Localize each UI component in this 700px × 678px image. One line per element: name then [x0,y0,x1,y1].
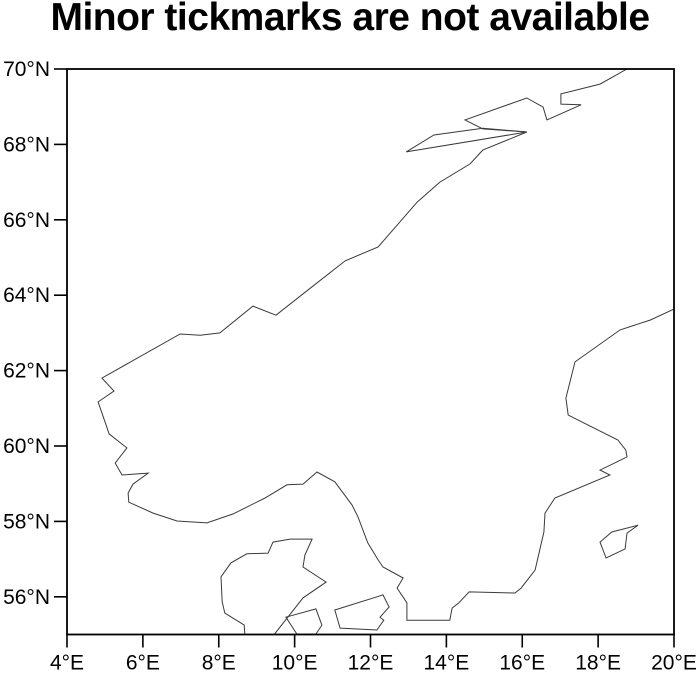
x-tick-label: 14°E [423,652,469,675]
y-tick-label: 56°N [3,586,50,609]
y-tick-label: 58°N [3,510,50,533]
x-tick-label: 6°E [126,652,160,675]
coastline-scandinavia-mainland [97,69,674,621]
y-tick-label: 64°N [3,284,50,307]
y-tick-label: 66°N [3,209,50,232]
coastline-jutland-denmark [220,538,327,635]
coastline-lofoten-islands [405,127,527,153]
x-tick-label: 8°E [202,652,236,675]
y-tick-label: 68°N [3,133,50,156]
x-tick-label: 10°E [272,652,318,675]
x-tick-label: 4°E [50,652,84,675]
coastline-fyn-denmark [285,608,323,635]
y-tick-label: 70°N [3,58,50,81]
y-tick-label: 60°N [3,435,50,458]
y-tick-label: 62°N [3,360,50,383]
coastline-zealand-denmark [334,594,390,631]
x-tick-label: 12°E [348,652,394,675]
coastline-gotland-sweden [599,524,639,559]
x-tick-label: 20°E [651,652,697,675]
figure-title: Minor tickmarks are not available [50,0,650,39]
map-frame [66,68,675,636]
x-tick-label: 16°E [499,652,545,675]
x-tick-label: 18°E [575,652,621,675]
